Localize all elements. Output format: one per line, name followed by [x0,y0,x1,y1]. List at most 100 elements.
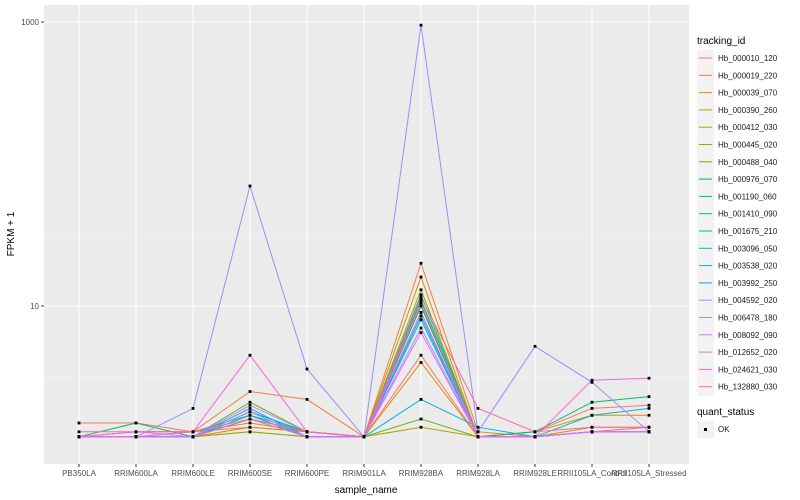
legend-item-label: Hb_006478_180 [718,314,778,323]
data-point [191,435,195,439]
data-point [248,430,252,434]
data-point [533,430,537,434]
data-point [248,400,252,404]
data-point [476,430,480,434]
data-point [419,304,423,308]
data-point [419,23,423,27]
data-point [647,395,651,399]
data-point [134,435,138,439]
data-point [419,314,423,318]
legend-item-label: Hb_003992_250 [718,279,778,288]
legend-item-label: Hb_024621_030 [718,365,778,374]
data-point [305,367,309,371]
data-point [305,397,309,401]
data-point [476,407,480,410]
legend-item-label: Hb_000010_120 [718,54,778,63]
data-point [419,301,423,305]
data-point [419,298,423,302]
data-point [362,435,366,439]
legend-item-label: Hb_132880_030 [718,383,778,392]
data-point [590,378,594,382]
data-point [248,417,252,421]
data-point [419,397,423,401]
data-point [248,390,252,393]
grid [44,5,689,464]
y-axis-title: FPKM + 1 [6,211,17,256]
data-point [590,407,594,410]
y-axis: 10 1000 [21,18,44,311]
data-point [248,421,252,425]
data-point [77,430,81,434]
data-point [647,407,651,410]
data-point [647,376,651,380]
legend-item-label: Hb_003538_020 [718,262,778,271]
x-tick-label: RRIM928LA [456,469,500,478]
data-point [419,261,423,265]
data-point [191,430,195,434]
legend: tracking_id Hb_000010_120 Hb_000019_220 Hb_… [697,36,778,438]
legend-shape-label: OK [718,425,730,434]
data-point [419,288,423,292]
data-point [647,413,651,417]
data-point [419,353,423,357]
x-axis-title: sample_name [335,485,398,496]
legend-item-label: Hb_000390_260 [718,106,778,115]
data-point [590,425,594,429]
legend-item-label: Hb_003096_050 [718,244,778,253]
x-tick-label: RRIM600SE [228,469,272,478]
legend-item-label: Hb_001190_060 [718,192,777,201]
legend-shape-swatch [704,428,707,431]
data-point [647,430,651,434]
panel-background [44,5,689,464]
legend-item-label: Hb_001410_090 [718,210,778,219]
data-point [191,407,195,410]
data-point [305,435,309,439]
data-point [77,421,81,425]
legend-item-label: Hb_000412_030 [718,123,778,132]
data-point [419,318,423,322]
data-point [248,353,252,357]
x-tick-label: RRIM600PE [285,469,329,478]
legend-item-label: Hb_000976_070 [718,175,778,184]
legend-item-label: Hb_012652_020 [718,348,778,357]
data-point [419,293,423,297]
y-tick-label: 1000 [21,18,39,27]
x-tick-label: RRIM901LA [342,469,386,478]
data-point [419,331,423,334]
legend-shape-title: quant_status [697,407,754,418]
data-point [419,275,423,279]
data-point [419,417,423,421]
x-tick-label: RRII105LA_Control [557,469,627,478]
data-point [590,430,594,434]
legend-title: tracking_id [697,36,745,47]
data-point [419,326,423,330]
data-point [419,311,423,314]
x-tick-label: RRIM600LE [171,469,215,478]
data-point [533,344,537,348]
data-point [647,403,651,407]
data-point [476,425,480,429]
legend-item-label: Hb_000039_070 [718,89,778,98]
legend-item-label: Hb_004592_020 [718,296,778,305]
data-point [248,407,252,410]
data-point [419,361,423,364]
data-point [248,403,252,407]
data-point [533,435,537,439]
data-point [590,400,594,404]
x-tick-label: RRIM600LA [114,469,158,478]
legend-item-label: Hb_000019_220 [718,71,778,80]
legend-item-label: Hb_001675_210 [718,227,778,236]
x-tick-label: RRII105LA_Stressed [611,469,686,478]
data-point [134,430,138,434]
legend-item-label: Hb_008092_090 [718,331,778,340]
x-tick-label: RRIM928LE [513,469,557,478]
data-point [419,295,423,299]
data-point [590,380,594,384]
data-point [248,184,252,188]
data-point [476,435,480,439]
data-point [134,421,138,425]
data-point [590,413,594,417]
data-point [305,430,309,434]
y-tick-label: 10 [30,302,39,311]
